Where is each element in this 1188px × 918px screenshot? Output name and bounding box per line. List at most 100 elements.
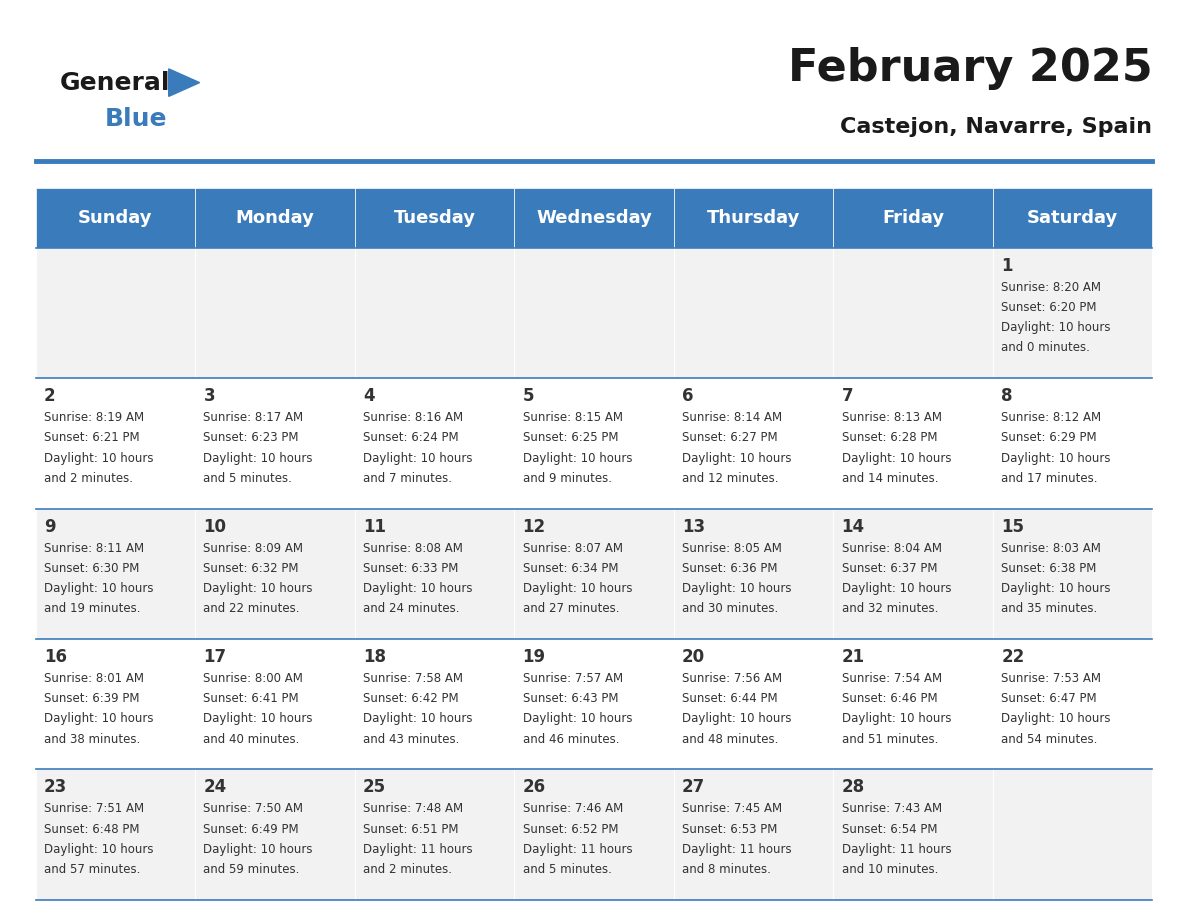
Text: Sunset: 6:37 PM: Sunset: 6:37 PM <box>841 562 937 575</box>
FancyBboxPatch shape <box>36 378 195 509</box>
Text: and 2 minutes.: and 2 minutes. <box>44 472 133 485</box>
FancyBboxPatch shape <box>833 769 993 900</box>
Text: Thursday: Thursday <box>707 209 801 227</box>
Text: and 9 minutes.: and 9 minutes. <box>523 472 612 485</box>
Text: Sunrise: 8:14 AM: Sunrise: 8:14 AM <box>682 411 782 424</box>
FancyBboxPatch shape <box>993 509 1152 639</box>
FancyBboxPatch shape <box>674 248 833 378</box>
Text: Daylight: 10 hours: Daylight: 10 hours <box>44 452 153 465</box>
Text: Daylight: 10 hours: Daylight: 10 hours <box>203 712 312 725</box>
FancyBboxPatch shape <box>833 509 993 639</box>
FancyBboxPatch shape <box>195 188 355 248</box>
Text: Wednesday: Wednesday <box>536 209 652 227</box>
FancyBboxPatch shape <box>195 639 355 769</box>
Text: and 7 minutes.: and 7 minutes. <box>364 472 451 485</box>
Text: Sunset: 6:23 PM: Sunset: 6:23 PM <box>203 431 299 444</box>
Text: 17: 17 <box>203 648 227 666</box>
Text: Sunset: 6:52 PM: Sunset: 6:52 PM <box>523 823 618 835</box>
Text: Sunset: 6:33 PM: Sunset: 6:33 PM <box>364 562 459 575</box>
Text: Daylight: 10 hours: Daylight: 10 hours <box>682 582 791 595</box>
Text: and 24 minutes.: and 24 minutes. <box>364 602 460 615</box>
Text: Daylight: 10 hours: Daylight: 10 hours <box>364 712 473 725</box>
Text: Sunrise: 8:11 AM: Sunrise: 8:11 AM <box>44 542 144 554</box>
Text: 20: 20 <box>682 648 706 666</box>
Text: Sunset: 6:47 PM: Sunset: 6:47 PM <box>1001 692 1097 705</box>
Polygon shape <box>169 69 200 96</box>
Text: 22: 22 <box>1001 648 1024 666</box>
Text: and 5 minutes.: and 5 minutes. <box>523 863 612 876</box>
Text: Sunrise: 8:01 AM: Sunrise: 8:01 AM <box>44 672 144 685</box>
Text: Sunset: 6:29 PM: Sunset: 6:29 PM <box>1001 431 1097 444</box>
Text: Daylight: 10 hours: Daylight: 10 hours <box>841 712 952 725</box>
Text: Sunset: 6:53 PM: Sunset: 6:53 PM <box>682 823 777 835</box>
Text: 6: 6 <box>682 387 694 406</box>
Text: Sunset: 6:38 PM: Sunset: 6:38 PM <box>1001 562 1097 575</box>
Text: and 35 minutes.: and 35 minutes. <box>1001 602 1098 615</box>
FancyBboxPatch shape <box>195 378 355 509</box>
Text: Sunset: 6:24 PM: Sunset: 6:24 PM <box>364 431 459 444</box>
Text: 4: 4 <box>364 387 374 406</box>
Text: and 43 minutes.: and 43 minutes. <box>364 733 460 745</box>
FancyBboxPatch shape <box>674 509 833 639</box>
Text: Daylight: 10 hours: Daylight: 10 hours <box>203 452 312 465</box>
Text: Sunrise: 8:13 AM: Sunrise: 8:13 AM <box>841 411 942 424</box>
FancyBboxPatch shape <box>36 248 195 378</box>
Text: 28: 28 <box>841 778 865 797</box>
Text: Sunset: 6:32 PM: Sunset: 6:32 PM <box>203 562 299 575</box>
Text: Sunset: 6:41 PM: Sunset: 6:41 PM <box>203 692 299 705</box>
FancyBboxPatch shape <box>993 378 1152 509</box>
FancyBboxPatch shape <box>355 639 514 769</box>
FancyBboxPatch shape <box>36 188 195 248</box>
Text: 12: 12 <box>523 518 545 536</box>
Text: Blue: Blue <box>105 107 168 131</box>
Text: 27: 27 <box>682 778 706 797</box>
FancyBboxPatch shape <box>36 769 195 900</box>
Text: and 51 minutes.: and 51 minutes. <box>841 733 939 745</box>
FancyBboxPatch shape <box>833 378 993 509</box>
Text: Sunrise: 8:15 AM: Sunrise: 8:15 AM <box>523 411 623 424</box>
Text: Sunrise: 8:08 AM: Sunrise: 8:08 AM <box>364 542 463 554</box>
Text: 11: 11 <box>364 518 386 536</box>
Text: Daylight: 10 hours: Daylight: 10 hours <box>1001 452 1111 465</box>
Text: 5: 5 <box>523 387 535 406</box>
Text: Sunset: 6:39 PM: Sunset: 6:39 PM <box>44 692 139 705</box>
Text: Sunrise: 7:51 AM: Sunrise: 7:51 AM <box>44 802 144 815</box>
Text: Sunset: 6:36 PM: Sunset: 6:36 PM <box>682 562 778 575</box>
FancyBboxPatch shape <box>674 639 833 769</box>
Text: Daylight: 11 hours: Daylight: 11 hours <box>841 843 952 856</box>
FancyBboxPatch shape <box>993 248 1152 378</box>
Text: 14: 14 <box>841 518 865 536</box>
Text: Daylight: 10 hours: Daylight: 10 hours <box>682 712 791 725</box>
FancyBboxPatch shape <box>195 248 355 378</box>
Text: and 0 minutes.: and 0 minutes. <box>1001 341 1091 354</box>
Text: Daylight: 11 hours: Daylight: 11 hours <box>682 843 791 856</box>
Text: 13: 13 <box>682 518 706 536</box>
Text: Sunrise: 7:50 AM: Sunrise: 7:50 AM <box>203 802 303 815</box>
Text: Sunset: 6:46 PM: Sunset: 6:46 PM <box>841 692 937 705</box>
Text: Daylight: 11 hours: Daylight: 11 hours <box>523 843 632 856</box>
Text: Sunset: 6:20 PM: Sunset: 6:20 PM <box>1001 301 1097 314</box>
Text: and 32 minutes.: and 32 minutes. <box>841 602 939 615</box>
Text: and 2 minutes.: and 2 minutes. <box>364 863 451 876</box>
Text: Sunset: 6:34 PM: Sunset: 6:34 PM <box>523 562 618 575</box>
Text: Saturday: Saturday <box>1026 209 1118 227</box>
FancyBboxPatch shape <box>355 378 514 509</box>
Text: Sunrise: 8:07 AM: Sunrise: 8:07 AM <box>523 542 623 554</box>
Text: Sunrise: 7:53 AM: Sunrise: 7:53 AM <box>1001 672 1101 685</box>
Text: Sunrise: 7:54 AM: Sunrise: 7:54 AM <box>841 672 942 685</box>
Text: 16: 16 <box>44 648 67 666</box>
FancyBboxPatch shape <box>514 769 674 900</box>
Text: Daylight: 10 hours: Daylight: 10 hours <box>1001 321 1111 334</box>
Text: Sunrise: 7:45 AM: Sunrise: 7:45 AM <box>682 802 782 815</box>
Text: and 17 minutes.: and 17 minutes. <box>1001 472 1098 485</box>
Text: Daylight: 10 hours: Daylight: 10 hours <box>203 582 312 595</box>
Text: Castejon, Navarre, Spain: Castejon, Navarre, Spain <box>840 117 1152 137</box>
FancyBboxPatch shape <box>355 248 514 378</box>
Text: 24: 24 <box>203 778 227 797</box>
Text: and 48 minutes.: and 48 minutes. <box>682 733 778 745</box>
Text: 21: 21 <box>841 648 865 666</box>
Text: Sunrise: 8:19 AM: Sunrise: 8:19 AM <box>44 411 144 424</box>
Text: Daylight: 10 hours: Daylight: 10 hours <box>44 843 153 856</box>
Text: and 46 minutes.: and 46 minutes. <box>523 733 619 745</box>
FancyBboxPatch shape <box>36 639 195 769</box>
